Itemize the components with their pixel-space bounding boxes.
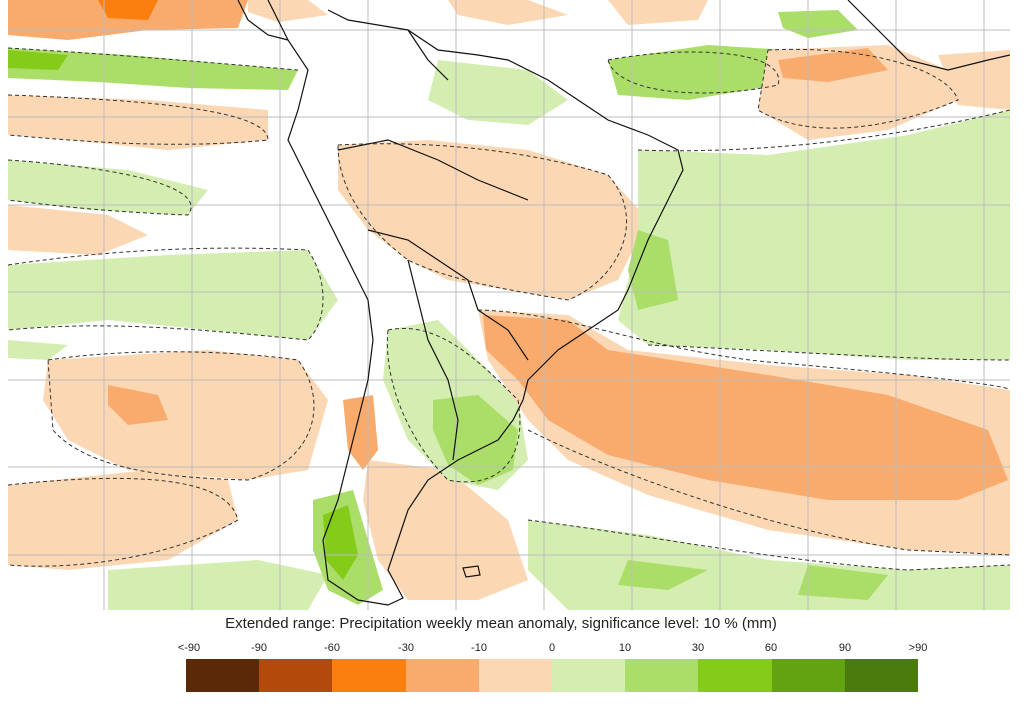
significance-contours bbox=[8, 47, 1010, 571]
coastlines bbox=[237, 0, 1010, 606]
legend-swatch bbox=[625, 659, 699, 692]
legend-tick: <-90 bbox=[177, 642, 201, 654]
legend-swatch bbox=[259, 659, 333, 692]
legend-swatch bbox=[552, 659, 626, 692]
legend-tick: 90 bbox=[838, 642, 852, 654]
legend-tick: 0 bbox=[548, 642, 556, 654]
precipitation-anomaly-map bbox=[8, 0, 1010, 610]
legend-swatch bbox=[698, 659, 772, 692]
legend-tick: 10 bbox=[618, 642, 632, 654]
legend-tick: -30 bbox=[398, 642, 414, 654]
legend-tick: >90 bbox=[908, 642, 928, 654]
legend-swatch bbox=[844, 659, 919, 692]
legend-swatch bbox=[186, 659, 260, 692]
legend-swatch bbox=[771, 659, 845, 692]
map-canvas bbox=[8, 0, 1010, 610]
legend-tick: -60 bbox=[324, 642, 340, 654]
legend-swatch bbox=[478, 659, 553, 692]
legend-tick: -10 bbox=[471, 642, 487, 654]
grid-lines bbox=[8, 0, 1010, 610]
map-caption: Extended range: Precipitation weekly mea… bbox=[225, 615, 777, 632]
legend-swatch bbox=[332, 659, 406, 692]
legend-tick: 60 bbox=[764, 642, 778, 654]
legend-tick: -90 bbox=[251, 642, 267, 654]
anomaly-fields bbox=[8, 0, 1010, 610]
legend-swatch bbox=[405, 659, 479, 692]
legend-tick: 30 bbox=[691, 642, 705, 654]
legend-colorbar bbox=[186, 659, 919, 692]
